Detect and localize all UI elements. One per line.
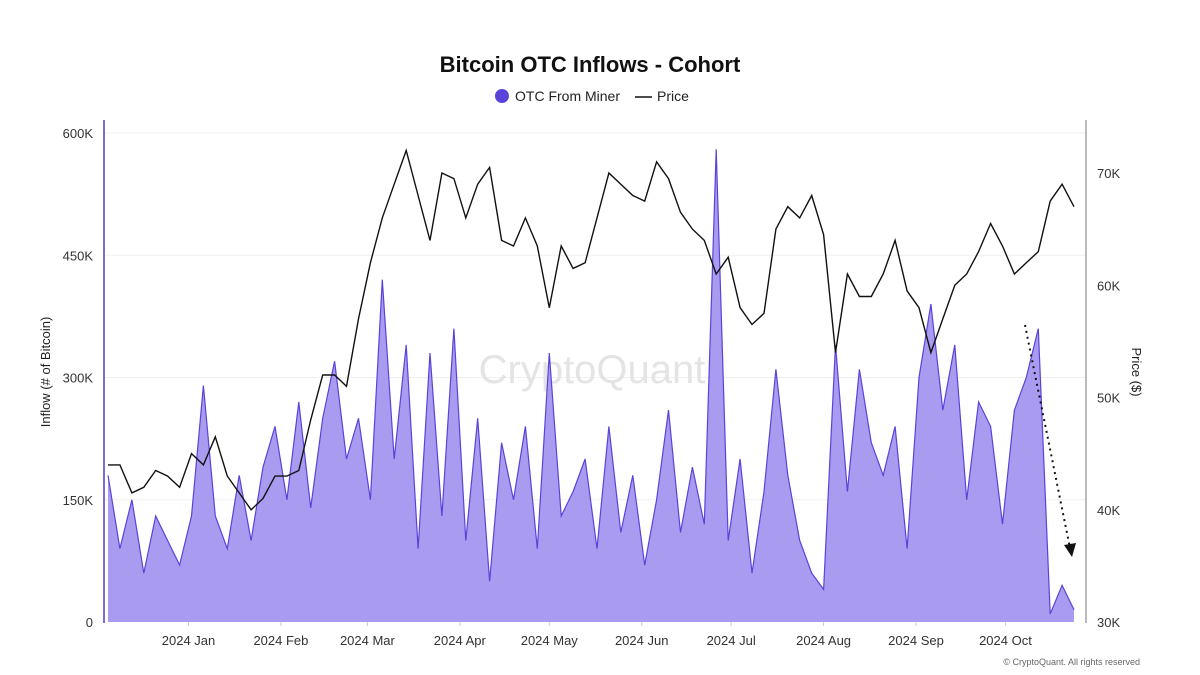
- chart-title: Bitcoin OTC Inflows - Cohort: [440, 52, 741, 77]
- left-tick-label: 0: [86, 615, 93, 630]
- left-tick-label: 450K: [63, 248, 94, 263]
- x-tick-label: 2024 Mar: [340, 633, 396, 648]
- x-tick-label: 2024 Sep: [888, 633, 944, 648]
- legend: OTC From Miner Price: [495, 88, 689, 104]
- left-tick-label: 150K: [63, 493, 94, 508]
- annotation-arrow: [1024, 324, 1076, 557]
- right-tick-label: 50K: [1097, 391, 1120, 406]
- right-tick-label: 30K: [1097, 615, 1120, 630]
- price-series: [108, 148, 1075, 511]
- annotation-dotted-line: [1024, 324, 1071, 549]
- right-tick-label: 60K: [1097, 278, 1120, 293]
- right-axis-label: Price ($): [1129, 347, 1144, 396]
- x-tick-label: 2024 Jan: [162, 633, 216, 648]
- x-tick-label: 2024 Aug: [796, 633, 851, 648]
- inflow-line: [107, 149, 1075, 615]
- legend-label-price[interactable]: Price: [657, 88, 689, 104]
- left-axis-ticks: 0 150K 300K 450K 600K: [63, 126, 94, 630]
- right-tick-label: 70K: [1097, 166, 1120, 181]
- left-tick-label: 600K: [63, 126, 94, 141]
- watermark: CryptoQuant: [479, 348, 706, 392]
- legend-dot-otc-from-miner: [495, 89, 509, 103]
- right-tick-label: 40K: [1097, 503, 1120, 518]
- arrowhead-icon: [1064, 543, 1076, 557]
- price-line: [108, 148, 1075, 511]
- inflow-series: [107, 149, 1075, 623]
- x-axis-ticks: 2024 Jan 2024 Feb 2024 Mar 2024 Apr 2024 May…: [162, 622, 1032, 648]
- x-tick-label: 2024 Apr: [434, 633, 487, 648]
- left-tick-label: 300K: [63, 371, 94, 386]
- x-tick-label: 2024 Jul: [707, 633, 756, 648]
- legend-label-otc-from-miner[interactable]: OTC From Miner: [515, 88, 620, 104]
- x-tick-label: 2024 Jun: [615, 633, 669, 648]
- right-axis-ticks: 30K 40K 50K 60K 70K: [1097, 166, 1120, 630]
- copyright: © CryptoQuant. All rights reserved: [1003, 657, 1140, 667]
- x-tick-label: 2024 May: [521, 633, 579, 648]
- x-tick-label: 2024 Oct: [979, 633, 1032, 648]
- inflow-area: [108, 149, 1074, 623]
- left-axis-label: Inflow (# of Bitcoin): [38, 317, 53, 428]
- x-tick-label: 2024 Feb: [253, 633, 308, 648]
